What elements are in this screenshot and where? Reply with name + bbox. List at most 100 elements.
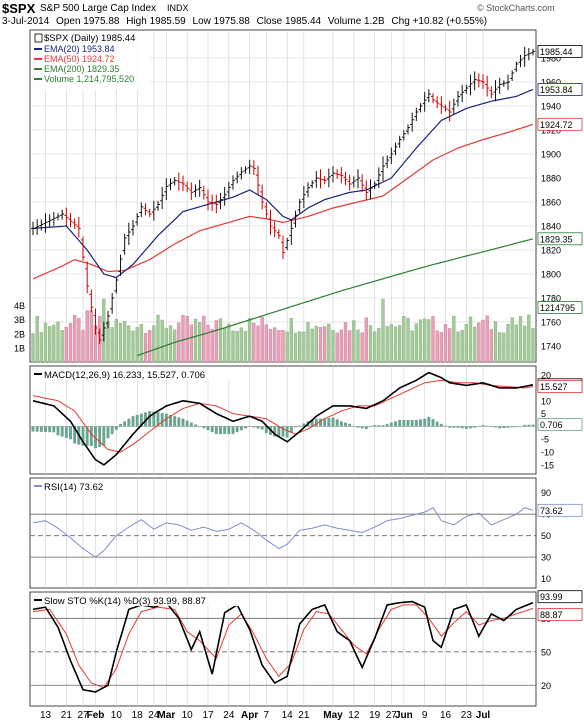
x-tick-label: May (323, 710, 343, 721)
ohlc-bar (160, 187, 165, 210)
sto-title: Slow STO %K(14) %D(3) 93.99, 88.87 (44, 596, 206, 607)
volume-bar (314, 325, 318, 363)
value-box-text: 1924.72 (540, 120, 573, 130)
ohlc-bar (522, 46, 527, 67)
macd-hist-bar (498, 426, 502, 429)
ohlc-bar (185, 181, 190, 193)
macd-hist-bar (264, 426, 268, 434)
ohlc-bar (468, 74, 473, 96)
y-tick-label: 1980 (541, 54, 561, 64)
macd-hist-bar (381, 425, 385, 427)
macd-hist-bar (223, 426, 227, 435)
ohlc-bar (306, 182, 310, 198)
legend-bg (32, 480, 114, 492)
chg-value: +10.82 (+0.55%) (412, 16, 488, 27)
last-value-2: 1924.72 (537, 117, 583, 131)
ohlc-bar (35, 219, 40, 235)
volume-bar (35, 316, 39, 363)
ohlc-bar (322, 175, 327, 185)
ohlc-bar (131, 220, 135, 236)
volume-bar (118, 322, 123, 363)
volume-bar (335, 332, 339, 363)
volume-bar (323, 326, 327, 363)
y-tick-label: 50 (541, 531, 551, 541)
ohlc-bar (335, 169, 340, 179)
x-tick-label: 21 (61, 710, 73, 721)
volume-bar (64, 327, 68, 363)
volume-bar (339, 329, 343, 363)
ohlc-bar (301, 185, 306, 208)
macd-value-2: 0.706 (537, 418, 583, 432)
high-label: High (126, 16, 147, 27)
ohlc-bar (147, 208, 152, 217)
volume-bar (306, 322, 310, 363)
ohlc-bar (239, 167, 244, 180)
macd-hist-bar (510, 426, 514, 428)
volume-bar (143, 333, 148, 363)
volume-bar (77, 317, 81, 363)
y-tick-label: 5 (541, 409, 546, 419)
volume-bar (148, 330, 152, 363)
volume-bar (243, 331, 248, 363)
macd-hist-bar (56, 426, 60, 436)
macd-hist-bar (489, 426, 493, 427)
volume-bar (418, 319, 423, 363)
volume-bar (298, 331, 302, 363)
volume-bar (152, 325, 156, 363)
ohlc-bar (501, 80, 506, 87)
macd-hist-bar (173, 416, 177, 427)
macd-hist-bar (469, 426, 472, 429)
macd-hist-bar (210, 426, 214, 433)
ohlc-bar (422, 91, 427, 112)
macd-hist-bar (398, 420, 402, 427)
ohlc-bar (193, 184, 198, 198)
macd-hist-bar (194, 424, 197, 427)
sto-value-0: 93.99 (537, 590, 583, 604)
ohlc-bar (231, 175, 235, 190)
macd-hist-bar (131, 416, 135, 427)
macd-hist-bar (60, 426, 64, 437)
value-box (537, 380, 583, 393)
macd-hist-bar (127, 418, 131, 427)
ohlc-bar (464, 84, 469, 94)
macd-hist-bar (106, 426, 110, 439)
open-value: 1975.88 (83, 16, 120, 27)
ohlc-bar (260, 184, 265, 210)
ohlc-bar (497, 77, 502, 94)
ohlc-bar (168, 178, 173, 191)
x-tick-label: 10 (182, 710, 194, 721)
macd-hist-bar (456, 426, 460, 428)
ohlc-bar (206, 189, 210, 211)
ohlc-bar (518, 54, 523, 68)
y-tick-label: 10 (541, 396, 551, 406)
macd-line (32, 371, 534, 466)
ohlc-bar (93, 308, 98, 335)
macd-hist-bar (185, 420, 189, 427)
volume-bar (414, 323, 418, 363)
macd-hist-bar (348, 423, 352, 427)
ohlc-bar (393, 142, 398, 156)
ohlc-bar (226, 181, 231, 198)
volume-bar (310, 328, 314, 363)
volume-bar (514, 324, 518, 363)
volume-bar (114, 319, 118, 363)
volume-bar (189, 324, 193, 363)
macd-hist-bar (281, 426, 285, 437)
x-tick-label: 24 (223, 710, 235, 721)
macd-hist-bar (477, 426, 481, 427)
ohlc-bar (489, 86, 494, 99)
macd-hist-bar (410, 420, 414, 427)
macd-hist-bar (298, 425, 302, 427)
x-tick-label: 18 (132, 710, 144, 721)
ohlc-bar (418, 103, 423, 113)
ohlc-bar (243, 166, 248, 174)
ohlc-bar (318, 169, 323, 189)
sto-k-line (32, 600, 534, 693)
macd-hist-bar (244, 426, 247, 429)
volume-bar (210, 329, 214, 363)
macd-hist-bar (494, 426, 497, 428)
volume-bar (181, 314, 185, 363)
index-name: S&P 500 Large Cap Index (40, 3, 157, 14)
macd-hist-bar (531, 424, 535, 427)
volume-bar (410, 330, 414, 363)
